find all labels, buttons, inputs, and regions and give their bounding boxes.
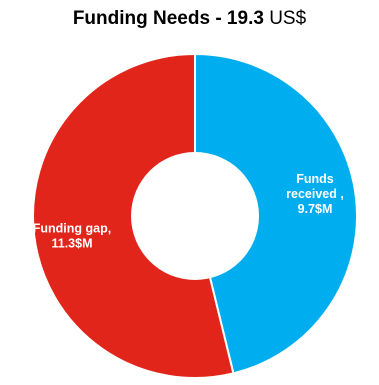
donut-slice-0 [194,52,358,375]
slice-label-1-line-0: Funding gap, [33,222,111,236]
slice-label-1: Funding gap, 11.3$M [33,222,111,251]
chart-title-main: Funding Needs - 19.3 [72,8,264,29]
chart-title: Funding Needs - 19.3 US$ [0,8,379,30]
donut-hole [131,152,259,280]
slice-label-1-line-1: 11.3$M [51,237,92,251]
slice-label-0-line-1: received , [286,187,344,201]
chart-title-unit: US$ [269,8,307,29]
slice-label-0-line-2: 9.7$M [298,202,333,216]
slice-labels: Funds received , 9.7$M Funding gap, 11.3$M [33,172,344,251]
slice-label-0: Funds received , 9.7$M [286,172,344,216]
slice-label-0-line-0: Funds [296,172,334,186]
